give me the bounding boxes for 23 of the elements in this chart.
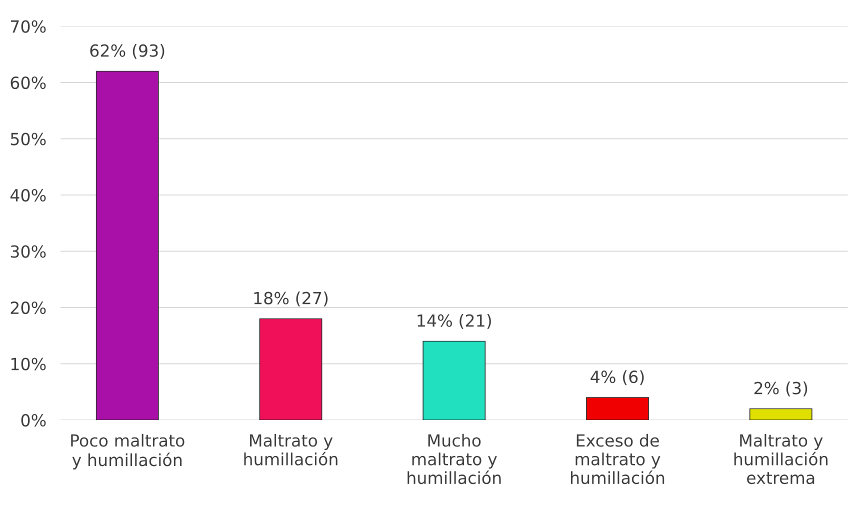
bar [96,70,159,420]
bar [749,408,812,420]
x-tick-label: Mucho maltrato y humillación [408,434,501,484]
data-label: 62% (93) [90,44,164,59]
bar [586,397,649,420]
x-tick-label: Maltrato y humillación extrema [734,434,828,484]
data-label: 4% (6) [590,370,644,386]
x-tick-label: Poco maltrato y humillación [71,434,184,470]
y-tick-label: 70% [10,20,46,33]
y-tick-label: 20% [10,301,46,314]
x-tick-label: Exceso de maltrato y humillación [571,434,664,484]
x-tick-label: Maltrato y humillación [244,434,338,466]
bar [259,318,322,420]
data-label: 18% (27) [254,292,328,306]
y-tick-label: 40% [10,188,46,202]
y-tick-label: 50% [10,132,46,146]
data-label: 2% (3) [754,382,808,396]
y-tick-label: 30% [10,245,46,258]
y-tick-label: 60% [10,76,46,90]
data-label: 14% (21) [418,314,491,329]
y-tick-label: 10% [11,358,46,370]
y-tick-label: 0% [21,414,46,427]
bar [422,340,486,420]
